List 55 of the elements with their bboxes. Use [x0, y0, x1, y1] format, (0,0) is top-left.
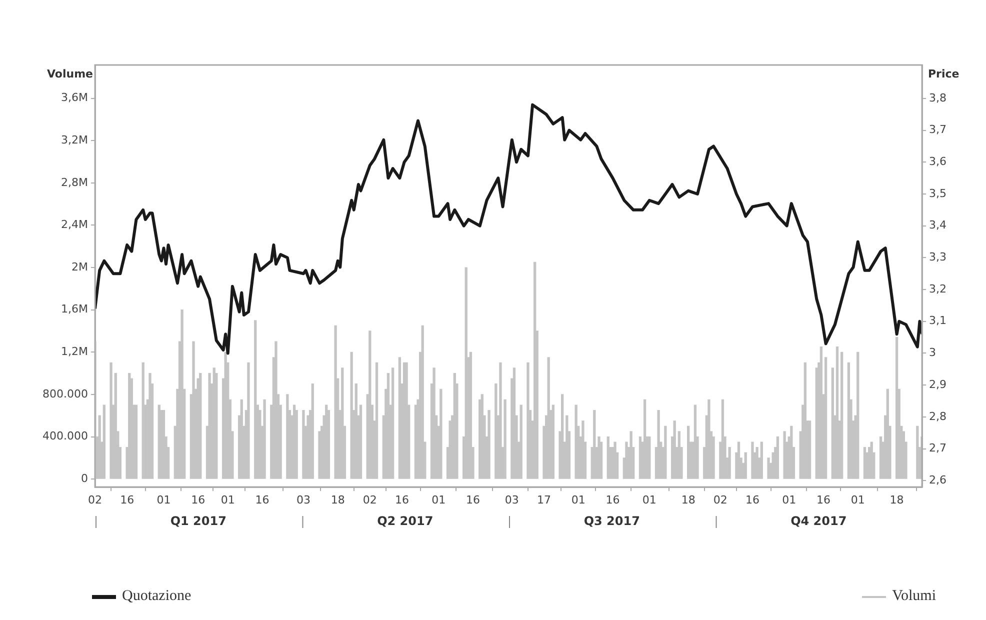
- x-tick-label: 18: [890, 493, 904, 506]
- x-tick-label: 16: [816, 493, 830, 506]
- x-tick-label: 17: [537, 493, 552, 506]
- x-tick-label: 16: [466, 493, 480, 506]
- y2-tick-label: 2,6: [929, 473, 946, 486]
- y2-tick-label: 3,1: [929, 314, 946, 328]
- y2-tick-label: 3,6: [929, 155, 946, 168]
- x-tick-label: 01: [571, 493, 586, 506]
- y-tick-label: 400.000: [42, 430, 88, 443]
- x-tick-label: 03: [504, 493, 519, 506]
- y-tick-label: 1,6M: [61, 302, 88, 316]
- x-tick-label: 03: [296, 493, 310, 506]
- x-tick-label: 16: [120, 493, 134, 506]
- y2-tick-label: 3,2: [929, 282, 946, 296]
- y2-tick-label: 3,5: [929, 186, 946, 200]
- x-tick-label: 01: [156, 493, 171, 506]
- y2-tick-label: 2,9: [929, 378, 946, 391]
- x-tick-label: 02: [88, 493, 102, 506]
- y2-tick-label: 3,8: [929, 91, 946, 104]
- legend-label: Volumi: [892, 588, 936, 605]
- x-tick-label: 18: [681, 493, 696, 506]
- y2-tick-label: 2,8: [929, 410, 946, 423]
- y2-tick-label: 3,3: [929, 250, 946, 264]
- x-tick-label: 16: [606, 493, 620, 506]
- y2-axis-title: Price: [928, 67, 960, 80]
- legend-label: Quotazione: [122, 588, 192, 605]
- x-tick-label: 01: [432, 493, 446, 506]
- y2-tick-label: 3: [929, 346, 936, 360]
- y2-tick-label: 2,7: [929, 442, 946, 455]
- y-tick-label: 3,2M: [61, 133, 88, 146]
- x-tick-label: 18: [330, 493, 345, 506]
- x-tick-label: 01: [782, 493, 796, 506]
- x-tick-label: 16: [745, 493, 760, 506]
- y-axis-title: Volume: [47, 67, 93, 80]
- y-tick-label: 2M: [72, 260, 88, 274]
- text: Q4 2017: [790, 514, 847, 528]
- x-tick-label: 02: [362, 493, 377, 506]
- x-tick-label: 01: [850, 493, 865, 506]
- x-tick-label: 01: [220, 493, 235, 506]
- y-tick-label: 1,2M: [61, 345, 88, 358]
- x-tick-label: 16: [255, 493, 270, 506]
- text: Q3 2017: [584, 514, 640, 528]
- x-tick-label: 02: [713, 493, 728, 506]
- y-tick-label: 2,8M: [61, 176, 88, 189]
- y-tick-label: 2,4M: [61, 218, 88, 232]
- y-tick-label: 3,6M: [61, 91, 88, 104]
- text: Q2 2017: [377, 514, 434, 528]
- x-tick-label: 01: [642, 493, 656, 506]
- y2-tick-label: 3,7: [929, 123, 946, 136]
- x-tick-label: 16: [394, 493, 409, 506]
- text: Q1 2017: [170, 514, 226, 528]
- y-tick-label: 0: [81, 472, 88, 485]
- y-tick-label: 800.000: [42, 387, 88, 400]
- x-tick-label: 16: [191, 493, 206, 506]
- y2-tick-label: 3,4: [929, 218, 946, 232]
